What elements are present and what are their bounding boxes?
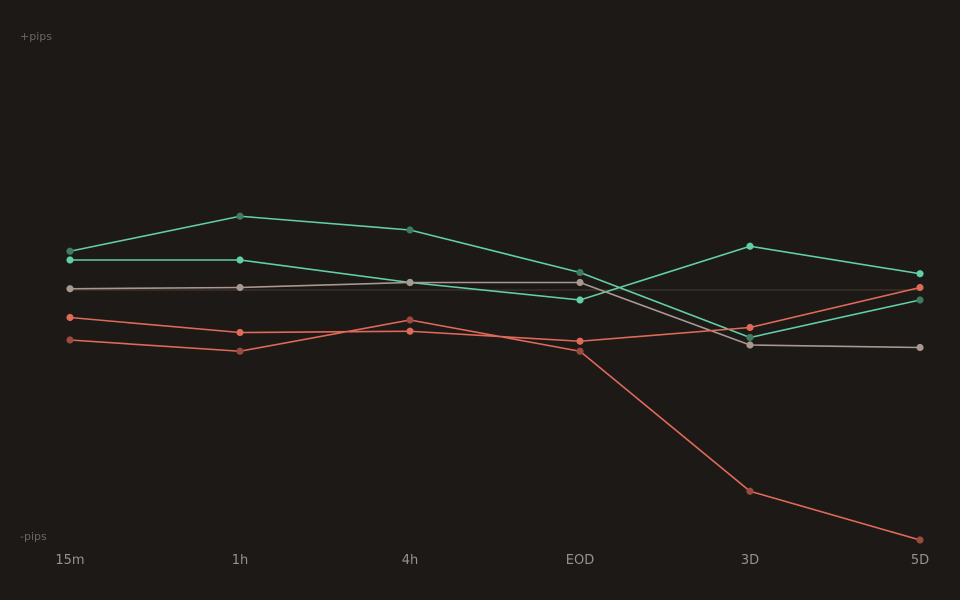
data-point — [746, 242, 754, 250]
data-point — [576, 347, 584, 355]
series-3 — [66, 278, 924, 352]
series-line — [69, 319, 921, 541]
data-point — [66, 247, 74, 255]
data-point — [576, 337, 584, 345]
data-point — [66, 285, 74, 293]
x-tick-label: 4h — [402, 553, 419, 568]
data-point — [916, 343, 924, 352]
x-tick-label: 5D — [911, 553, 929, 568]
x-axis-ticks: 15m 1h 4h EOD 3D 5D — [55, 553, 929, 568]
data-point — [406, 316, 414, 324]
data-point — [66, 336, 74, 344]
data-point — [746, 333, 754, 342]
series-1 — [66, 212, 924, 342]
data-point — [916, 536, 924, 544]
series-line — [70, 245, 921, 301]
data-point — [746, 341, 754, 349]
data-point — [66, 256, 74, 264]
data-point — [236, 212, 244, 220]
data-point — [576, 278, 584, 287]
x-tick-label: EOD — [566, 553, 594, 568]
series-line — [69, 215, 921, 339]
series-line — [69, 281, 921, 349]
x-tick-label: 15m — [55, 553, 84, 568]
data-point — [406, 226, 414, 234]
y-axis-top-label: +pips — [20, 30, 52, 43]
x-tick-label: 3D — [741, 553, 759, 568]
data-point — [916, 283, 924, 292]
data-point — [746, 487, 754, 495]
data-point — [406, 327, 414, 335]
data-point — [916, 270, 924, 278]
data-point — [746, 323, 754, 332]
data-point — [406, 278, 414, 287]
data-point — [916, 296, 924, 304]
x-tick-label: 1h — [232, 553, 249, 568]
data-point — [576, 296, 584, 304]
data-point — [236, 328, 244, 337]
data-point — [236, 347, 244, 355]
data-point — [66, 313, 74, 322]
series-5 — [66, 316, 924, 544]
y-axis-bottom-label: -pips — [20, 530, 47, 543]
data-point — [236, 283, 244, 292]
series-group — [66, 212, 924, 544]
data-point — [236, 256, 244, 264]
data-point — [576, 268, 584, 277]
series-line — [69, 286, 921, 343]
